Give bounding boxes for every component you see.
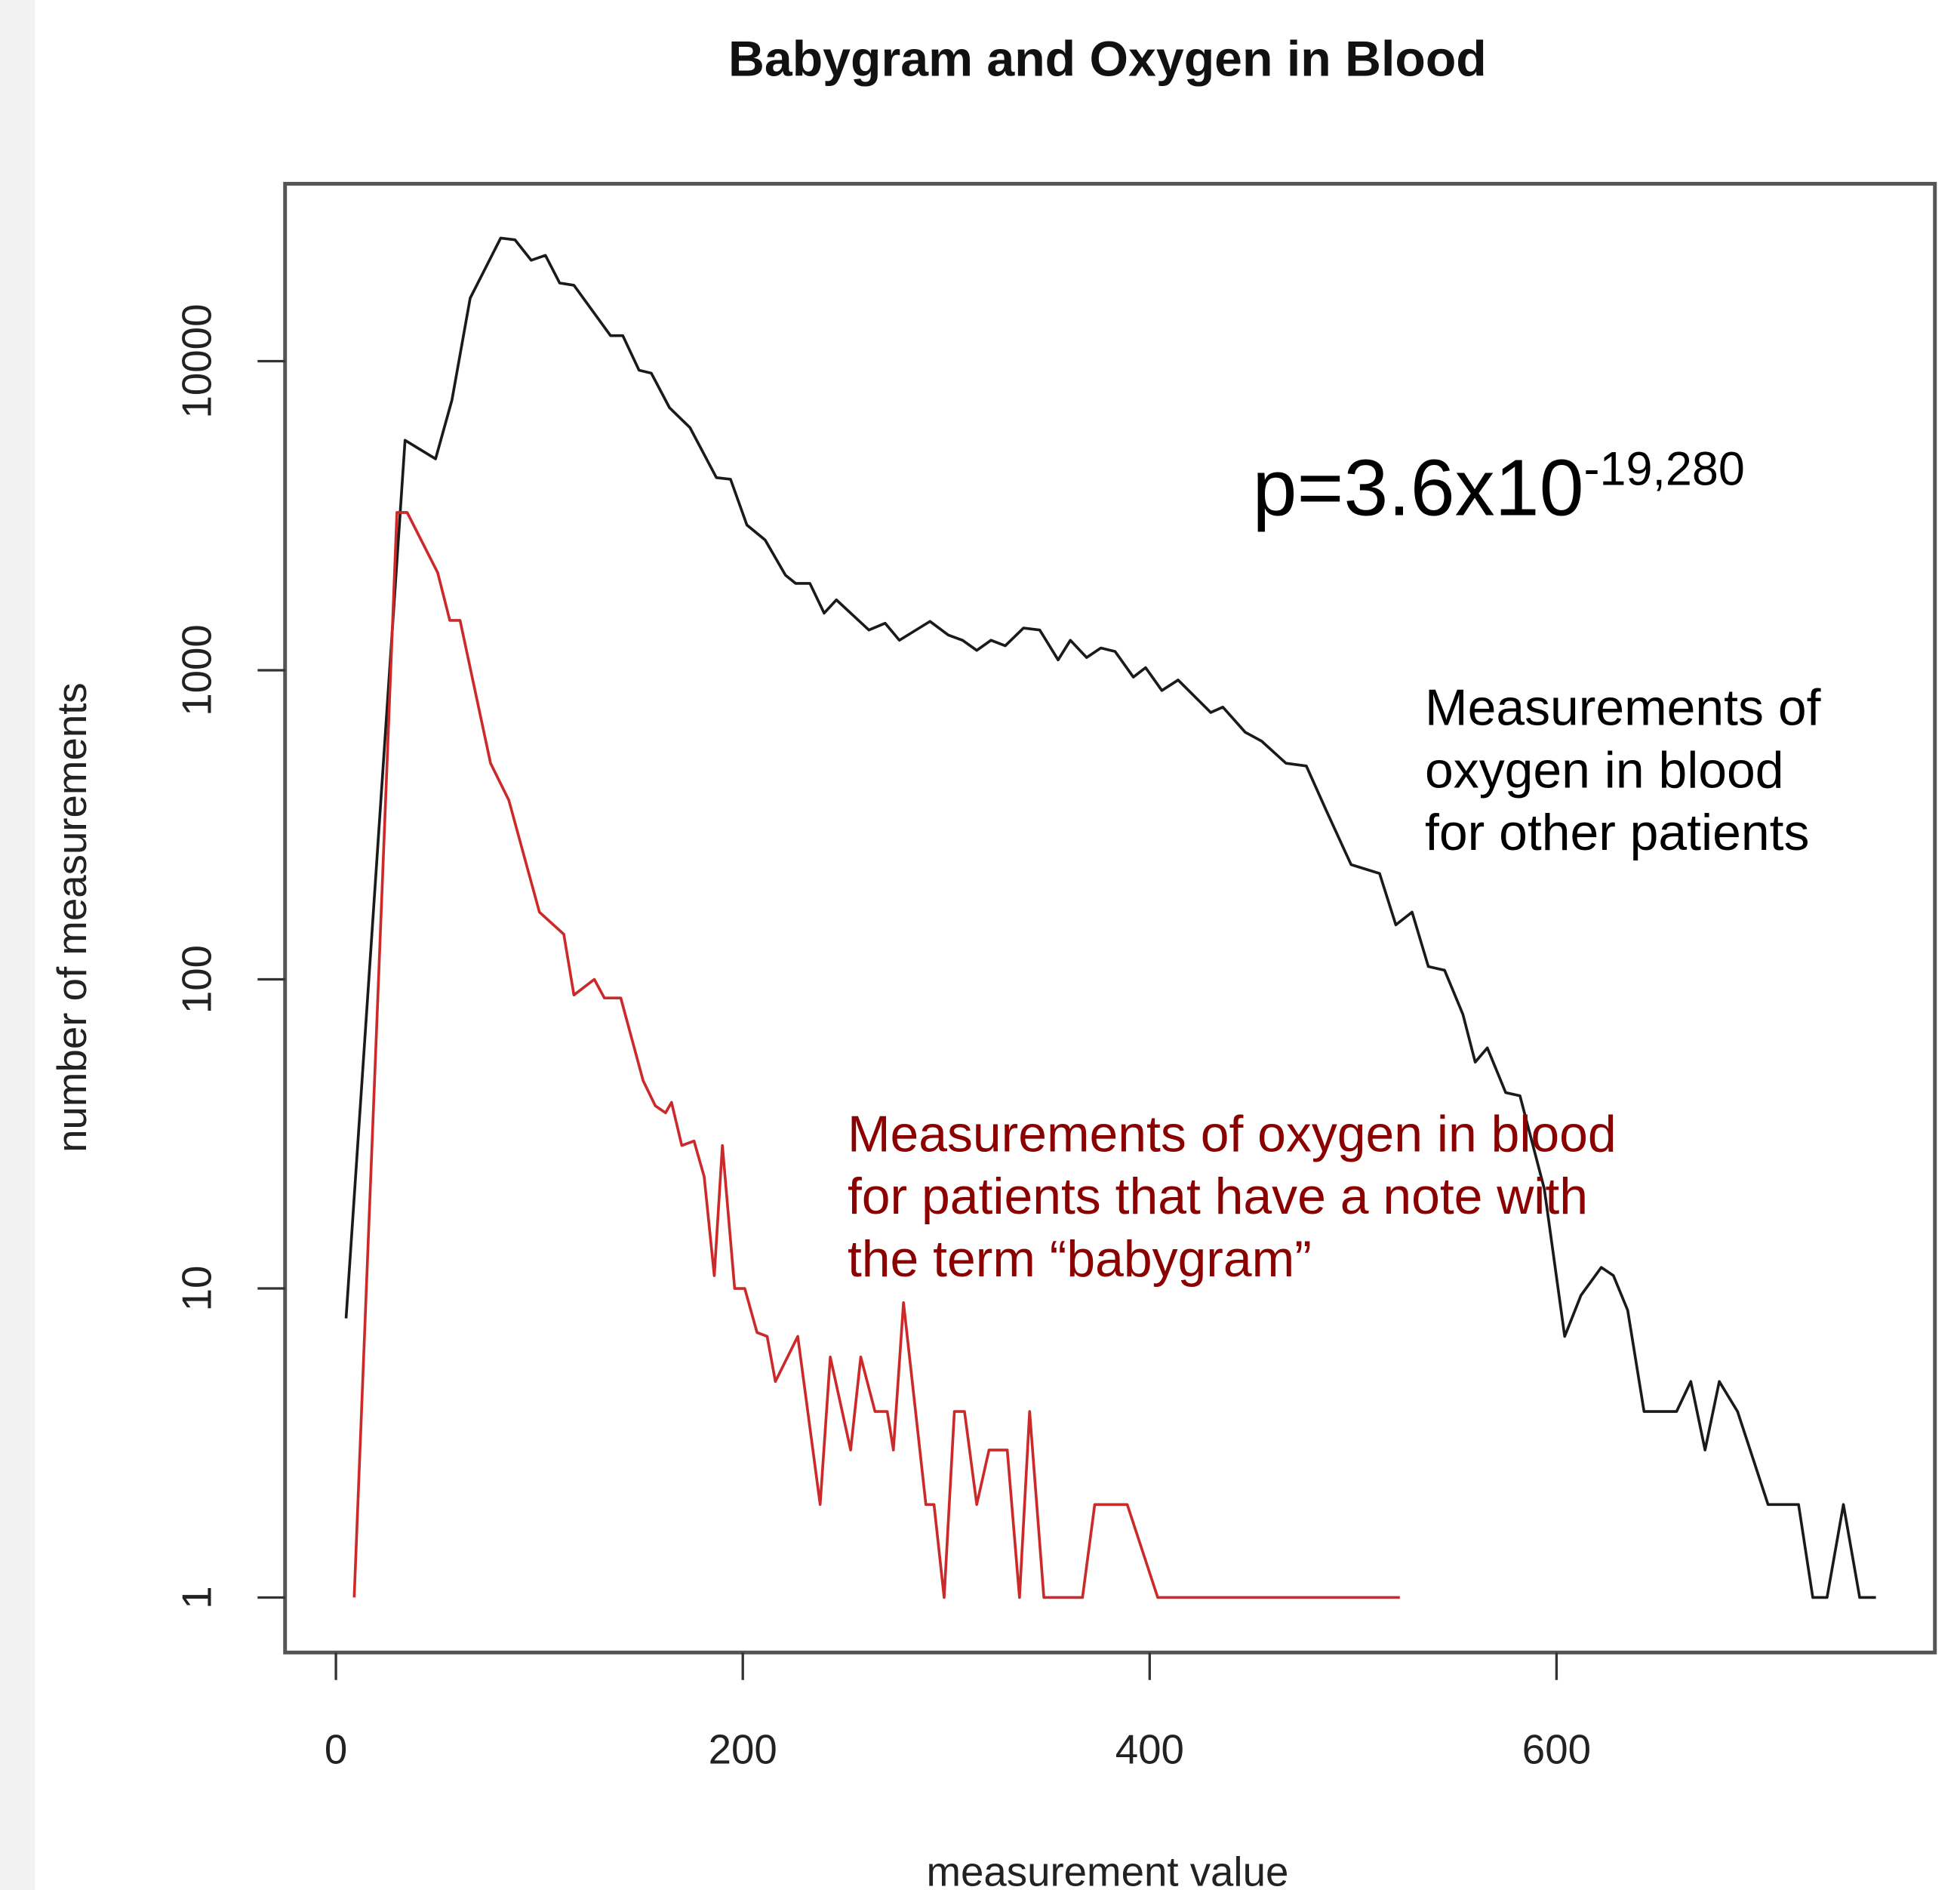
annotation-line: the term “babygram”	[848, 1231, 1312, 1288]
annotation-line: Measurements of oxygen in blood	[848, 1106, 1617, 1162]
side-strip	[0, 0, 35, 1890]
y-tick-label: 10	[174, 1266, 220, 1312]
chart-title: Babygram and Oxygen in Blood	[728, 31, 1487, 87]
x-tick-label: 600	[1522, 1726, 1591, 1772]
p-value: p=3.6x10-19,280	[1253, 443, 1745, 533]
x-axis-label: measurement value	[926, 1849, 1288, 1890]
y-tick-label: 10000	[174, 304, 220, 419]
plot-frame	[283, 181, 1937, 1655]
x-tick-label: 0	[325, 1726, 347, 1772]
x-tick-label: 400	[1115, 1726, 1184, 1772]
y-axis-label: number of measurements	[49, 682, 95, 1153]
y-tick-label: 1000	[174, 624, 220, 716]
y-tick-label: 100	[174, 945, 220, 1014]
annotation-line: for patients that have a note with	[848, 1168, 1588, 1225]
annotation-line: for other patients	[1425, 805, 1809, 861]
p-value-exponent: -19,280	[1584, 443, 1745, 496]
annotation-line: oxygen in blood	[1425, 742, 1784, 799]
p-value-base: p=3.6x10	[1253, 443, 1584, 532]
series-line	[352, 511, 1400, 1599]
y-tick-label: 1	[174, 1586, 220, 1608]
series-line	[344, 236, 1876, 1599]
x-tick-label: 200	[709, 1726, 777, 1772]
annotation-line: Measurements of	[1425, 680, 1821, 737]
